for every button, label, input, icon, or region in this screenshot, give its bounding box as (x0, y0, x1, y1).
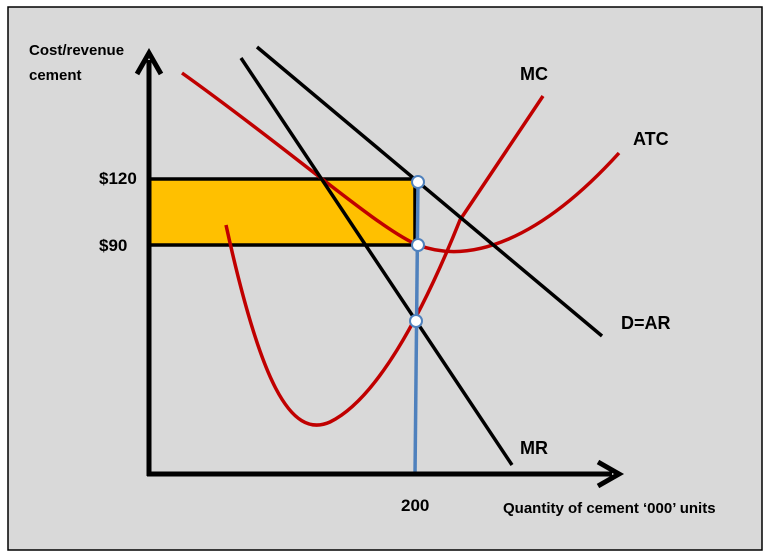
price-label: $120 (99, 169, 137, 188)
mc-mr-point-marker (409, 314, 423, 328)
atc-label: ATC (633, 129, 669, 149)
quantity-label: 200 (401, 496, 429, 515)
mc-label: MC (520, 64, 548, 84)
mr-label: MR (520, 438, 548, 458)
diagram-background (7, 6, 763, 551)
mr-line (239, 57, 514, 466)
quantity-line (413, 180, 420, 477)
x-axis-arrow (596, 459, 625, 489)
demand-ar-line (255, 45, 604, 338)
demand-label: D=AR (621, 313, 671, 333)
y-axis-arrow (134, 47, 164, 76)
y-axis-label-line2: cement (29, 67, 82, 84)
x-axis-label: Quantity of cement ‘000’ units (503, 500, 716, 517)
atc-point-marker (411, 238, 425, 252)
y-axis-label-line1: Cost/revenue (29, 42, 124, 59)
cost-label: $90 (99, 236, 127, 255)
price-point-marker (411, 175, 425, 189)
mc-curve (224, 95, 545, 427)
supernormal-profit-area (147, 177, 417, 247)
